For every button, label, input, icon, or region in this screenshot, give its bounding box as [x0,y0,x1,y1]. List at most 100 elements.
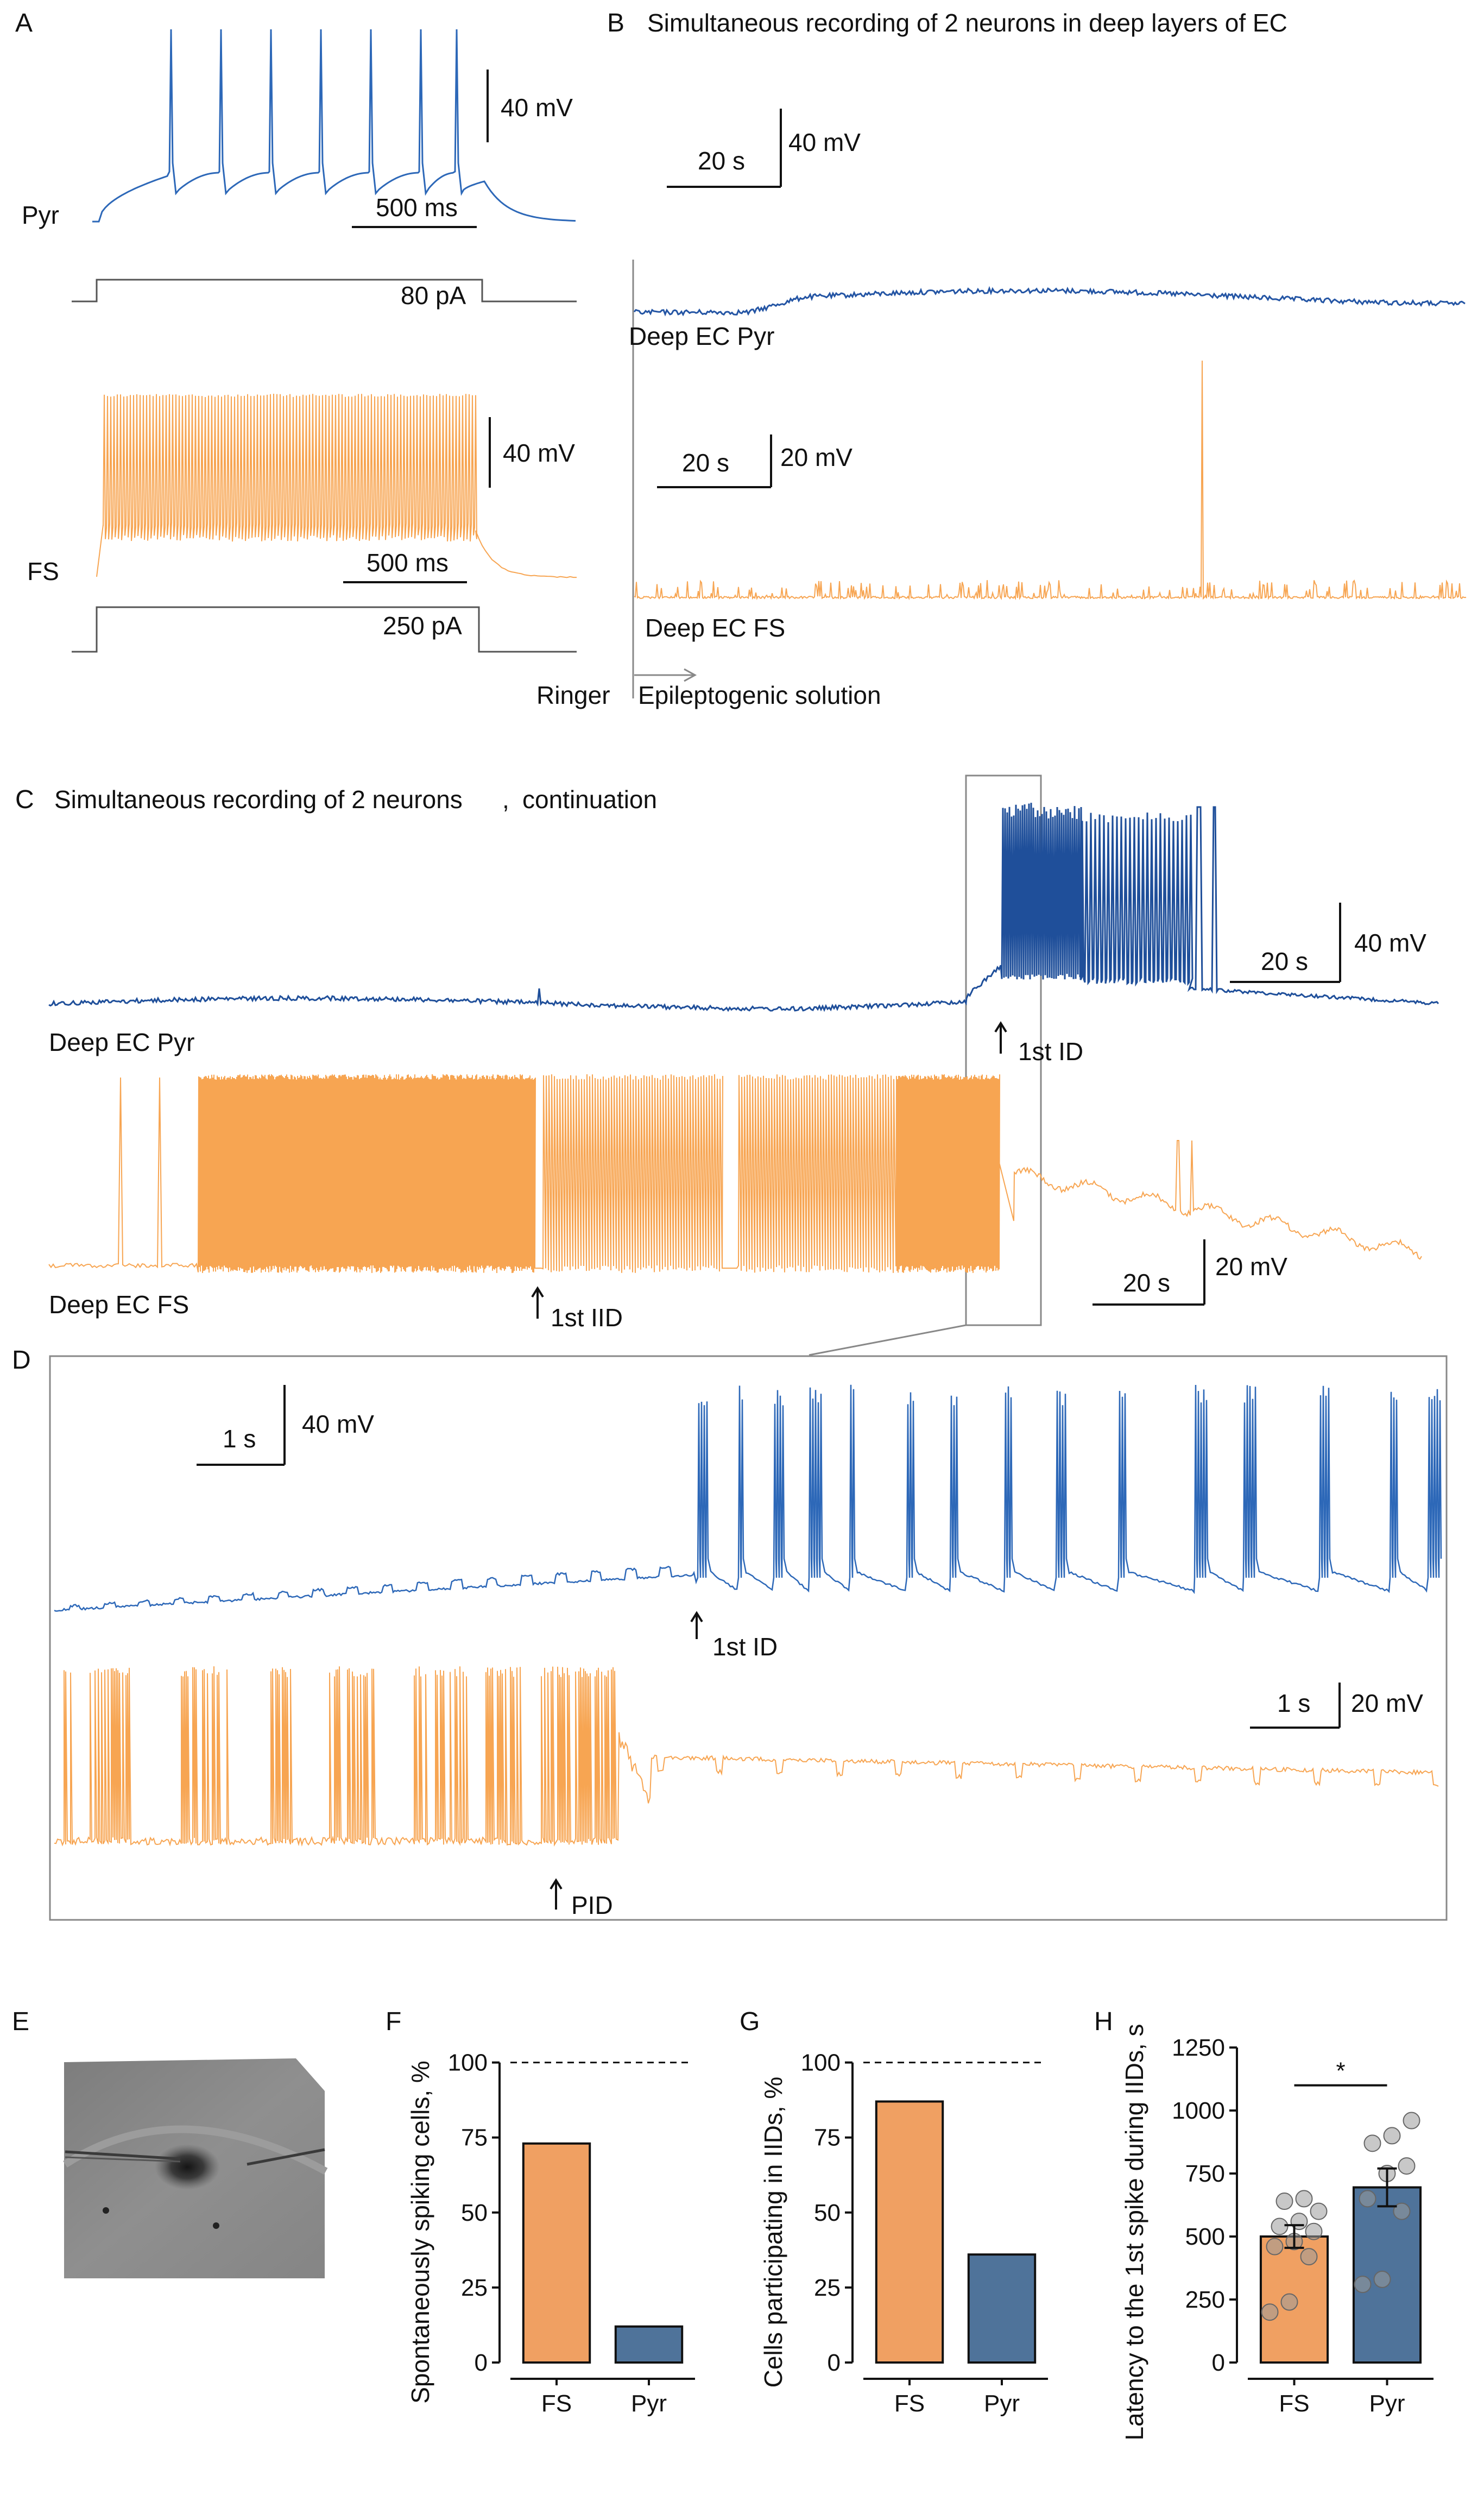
chart-h-ylabel: Latency to the 1st spike during IIDs, s [1120,2024,1148,2440]
chart-h-point [1261,2303,1279,2321]
panel-h-label: H [1094,2007,1113,2036]
panel-d-pyr-scale-s: 1 s [223,1425,256,1453]
chart-g-ytick-label: 0 [828,2349,841,2376]
panel-f-label: F [386,2007,401,2036]
panel-c-zoom-connector [809,1324,967,1356]
panel-a-pyr-scale-mv: 40 mV [501,93,573,122]
chart-f-xtick-label: FS [541,2390,572,2417]
panel-a-pyr-label: Pyr [22,201,59,229]
panel-b-solution-arrow [634,668,697,682]
chart-h-xtick-label: FS [1279,2390,1309,2417]
chart-h-point [1398,2157,1416,2175]
chart-f-ytick-label: 25 [461,2275,488,2301]
chart-g-ytick-label: 25 [814,2275,841,2301]
panel-b-solution-label: Epileptogenic solution [638,681,881,709]
chart-h-point [1300,2248,1318,2266]
chart-g-ytick-label: 100 [801,2050,841,2076]
chart-h-ytick-label: 0 [1212,2349,1225,2376]
chart-h-ytick-label: 750 [1185,2160,1225,2187]
chart-f-ytick-label: 0 [475,2349,488,2376]
chart-h-point [1271,2217,1289,2235]
chart-h-point [1393,2202,1411,2220]
panel-b-label: B [607,9,624,37]
panel-c-fs-trace [48,1074,1422,1274]
chart-h-point [1354,2276,1372,2294]
chart-g-xtick-label: FS [894,2390,925,2417]
chart-h-ytick-label: 1000 [1172,2097,1225,2124]
panel-a-fs-trace [96,393,577,578]
panel-d-fs-scale-mv: 20 mV [1351,1689,1423,1717]
panel-c-first-id: 1st ID [1018,1037,1083,1066]
panel-b-fs-scale-s: 20 s [682,449,729,477]
chart-f-ytick-label: 75 [461,2125,488,2151]
panel-c-fs-scale-mv: 20 mV [1215,1252,1287,1281]
panel-b-title: Simultaneous recording of 2 neurons in d… [647,9,1287,37]
panel-c-pyr-scale-mv: 40 mV [1354,929,1426,957]
panel-b-ringer-label: Ringer [536,681,610,709]
panel-e-label: E [12,2007,29,2036]
panel-d-frame [49,1355,1448,1921]
panel-a-label: A [15,9,33,37]
panel-d-first-id-arrow [690,1611,703,1639]
chart-h-point [1310,2202,1328,2220]
panel-c-title: Simultaneous recording of 2 neurons [54,785,463,814]
panel-b-fs-trace-label: Deep EC FS [645,614,785,642]
panel-c-fs-scale-s: 20 s [1123,1269,1170,1297]
panel-c-zoom-box [965,774,1042,1326]
panel-d-fs-trace [54,1666,1439,1847]
chart-h-ytick-label: 1250 [1172,2034,1225,2061]
panel-d-pid-arrow [550,1878,563,1910]
panel-a-fs-scale-ms: 500 ms [367,549,449,577]
panel-b-pyr-scale-mv: 40 mV [788,128,861,156]
chart-h-point [1305,2222,1323,2240]
chart-h-point [1280,2293,1298,2311]
panel-c-pyr-trace [48,803,1439,1012]
chart-h-point [1363,2134,1381,2152]
panel-c-fs-trace-label: Deep EC FS [49,1290,189,1319]
panel-c-title-tail: continuation [522,785,657,814]
chart-h-ytick-label: 250 [1185,2286,1225,2313]
chart-h-point [1275,2193,1293,2210]
chart-h-xtick-label: Pyr [1369,2390,1405,2417]
chart-h-point [1403,2112,1420,2130]
panel-c-first-id-arrow [994,1021,1007,1054]
panel-a-pyr-current-step [72,279,577,303]
panel-c-title-sep: , [502,785,509,814]
panel-d-first-id: 1st ID [712,1633,778,1661]
chart-f-ytick-label: 50 [461,2200,488,2226]
chart-h-point [1266,2238,1284,2256]
panel-b-fs-scale-mv: 20 mV [780,443,852,471]
chart-g-bar-fs [875,2100,944,2364]
panel-b-pyr-trace-label: Deep EC Pyr [629,322,774,350]
chart-g-bar-pyr [967,2253,1037,2364]
bar-charts: 0 25 50 75 100 Spontaneously spiking cells, %… [406,2024,1434,2441]
chart-g-ylabel: Cells participating in IIDs, % [759,2077,787,2388]
chart-f-bar-fs [522,2142,591,2364]
panel-c-pyr-trace-label: Deep EC Pyr [49,1028,194,1056]
panel-c-first-iid: 1st IID [551,1303,623,1332]
panel-d-fs-scale-s: 1 s [1277,1689,1310,1717]
panel-d-pyr-trace [54,1384,1442,1612]
panel-d-label: D [12,1346,31,1375]
panel-c-pyr-scale-s: 20 s [1261,947,1308,975]
chart-g-ytick-label: 50 [814,2200,841,2226]
panel-c-first-iid-arrow [531,1286,544,1319]
panel-a-pyr-trace [92,29,576,223]
panel-a-pyr-current: 80 pA [401,281,466,310]
panel-a-fs-current: 250 pA [383,612,462,640]
panel-d-pid: PID [571,1891,613,1919]
chart-f-xtick-label: Pyr [631,2390,667,2417]
chart-h-point [1295,2190,1313,2208]
panel-c-label: C [15,785,34,814]
panel-b-pyr-trace [633,286,1466,317]
chart-h-point [1373,2270,1391,2288]
panel-b-fs-trace [634,360,1467,601]
panel-a-fs-label: FS [27,557,59,585]
panel-b-pyr-scale-s: 20 s [698,147,745,175]
chart-f-bar-pyr [614,2325,684,2364]
chart-h-point [1359,2190,1376,2208]
chart-f-ylabel: Spontaneously spiking cells, % [406,2061,434,2404]
chart-f-ytick-label: 100 [448,2050,488,2076]
chart-h-point [1383,2127,1401,2145]
